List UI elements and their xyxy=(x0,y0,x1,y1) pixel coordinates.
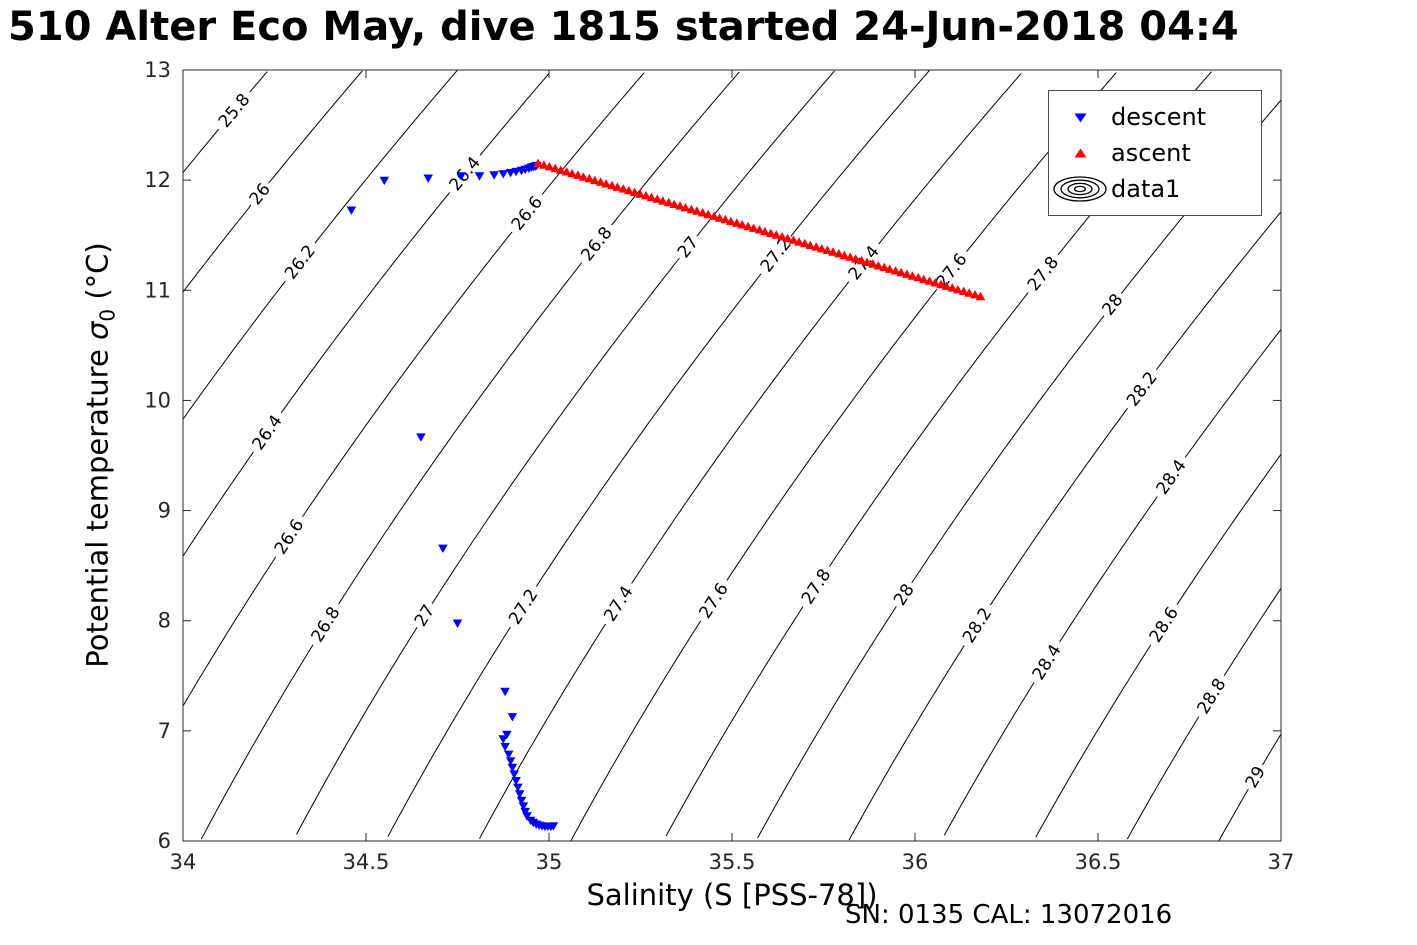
y-tick-label: 13 xyxy=(144,58,171,82)
x-tick-label: 34 xyxy=(170,850,197,874)
contour-label: 26.2 xyxy=(277,237,323,288)
y-tick-label: 10 xyxy=(144,388,171,412)
svg-text:26: 26 xyxy=(246,180,275,209)
series-descent xyxy=(346,161,559,832)
x-tick-label: 37 xyxy=(1268,850,1295,874)
contour-label: 28.8 xyxy=(1190,670,1233,722)
contour-ellipses-icon xyxy=(1049,175,1111,203)
contour-label: 26.4 xyxy=(245,407,290,458)
svg-text:27: 27 xyxy=(674,233,703,262)
contour-label: 27.8 xyxy=(1020,248,1066,299)
legend-item-ascent: ascent xyxy=(1049,135,1261,171)
legend-label-data1: data1 xyxy=(1111,175,1181,203)
contour-label: 27.8 xyxy=(794,560,838,613)
y-axis-label-suffix: (°C) xyxy=(80,242,115,309)
x-tick-label: 35.5 xyxy=(709,850,756,874)
contour-label: 28 xyxy=(887,577,921,612)
contour-label: 26.8 xyxy=(573,218,620,269)
legend-label-descent: descent xyxy=(1111,103,1207,131)
y-tick-label: 11 xyxy=(144,278,171,302)
descent-marker-icon xyxy=(1049,111,1111,124)
legend-item-data1: data1 xyxy=(1049,171,1261,207)
contour-label: 28.6 xyxy=(1142,599,1186,651)
contour-label: 25.8 xyxy=(211,85,258,136)
contour-label: 29 xyxy=(1239,759,1272,795)
y-axis-label: Potential temperature σ0 (°C) xyxy=(81,242,120,668)
figure-title: 510 Alter Eco May, dive 1815 started 24-… xyxy=(8,4,1239,50)
contour-label: 27 xyxy=(408,598,441,633)
x-tick-label: 36.5 xyxy=(1075,850,1122,874)
x-axis-label: Salinity (S [PSS-78]) xyxy=(586,878,878,912)
y-tick-label: 12 xyxy=(144,168,171,192)
contour-label: 27.6 xyxy=(692,575,736,627)
contour-label: 28.2 xyxy=(955,599,999,651)
y-tick-label: 6 xyxy=(158,829,171,853)
sensor-info: SN: 0135 CAL: 13072016 xyxy=(845,900,1173,930)
series-ascent xyxy=(533,158,986,301)
y-axis-label-prefix: Potential temperature xyxy=(80,339,115,668)
contour-label: 26.6 xyxy=(504,188,550,239)
sigma-subscript: 0 xyxy=(95,308,120,322)
svg-text:28: 28 xyxy=(1098,290,1127,319)
y-tick-label: 8 xyxy=(158,609,171,633)
legend: descent ascent data1 xyxy=(1048,90,1262,216)
legend-label-data1: ascent xyxy=(1111,139,1191,167)
contour-label: 26.6 xyxy=(267,511,311,563)
contour-label: 28.4 xyxy=(1025,636,1069,688)
contour-label: 28.2 xyxy=(1119,363,1165,415)
contour-label: 26 xyxy=(243,176,277,212)
contour-label: 27.4 xyxy=(597,578,640,630)
y-tick-label: 9 xyxy=(158,499,171,523)
y-tick-label: 7 xyxy=(158,719,171,743)
ascent-marker-icon xyxy=(1049,147,1111,160)
contour-label: 27 xyxy=(671,230,705,265)
contour-label: 27.2 xyxy=(502,581,545,633)
contour-label: 26.8 xyxy=(304,598,347,651)
x-tick-label: 36 xyxy=(902,850,929,874)
sigma-symbol: σ xyxy=(80,321,115,340)
contour-label: 28 xyxy=(1096,287,1130,322)
x-tick-label: 34.5 xyxy=(343,850,390,874)
legend-item-descent: descent xyxy=(1049,99,1261,135)
x-tick-label: 35 xyxy=(536,850,563,874)
contour-label: 28.4 xyxy=(1149,451,1194,503)
